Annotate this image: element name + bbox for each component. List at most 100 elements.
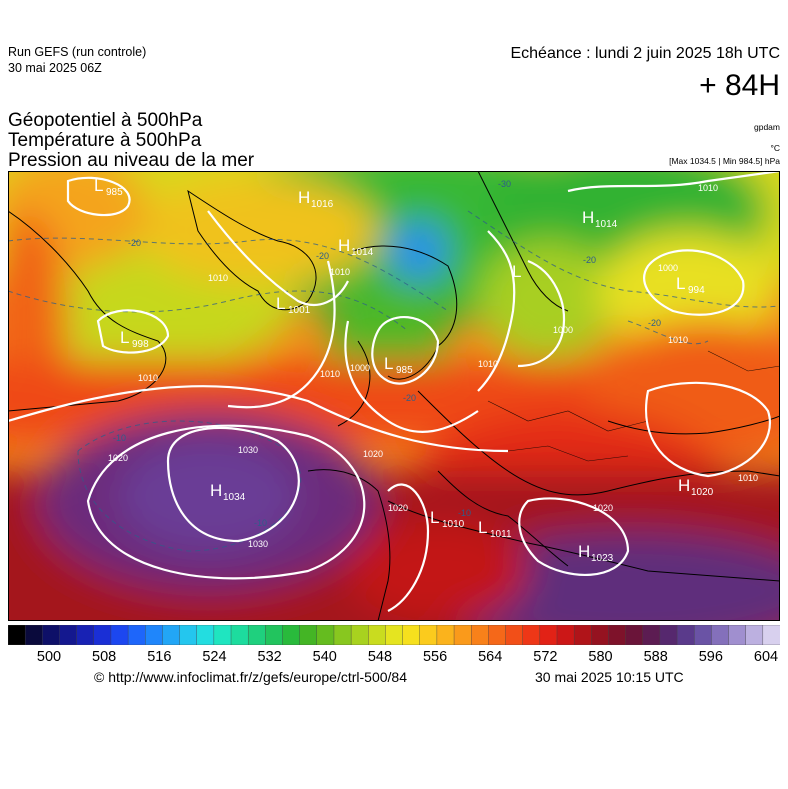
colorbar-swatch — [93, 624, 112, 646]
colorbar-swatch — [453, 624, 472, 646]
temperature-label: -20 — [316, 251, 329, 261]
run-title: Run GEFS (run controle) — [8, 45, 147, 59]
low-pressure-center: L 985 — [94, 176, 123, 198]
colorbar-tick-label: 532 — [257, 649, 282, 665]
colorbar-swatch — [419, 624, 438, 646]
colorbar-swatch — [728, 624, 747, 646]
colorbar-swatch — [591, 624, 610, 646]
svg-text:1010: 1010 — [442, 519, 465, 530]
svg-text:H: H — [582, 208, 594, 227]
low-pressure-center: L 1001 — [276, 294, 311, 316]
colorbar-swatch — [333, 624, 352, 646]
high-pressure-center: H 1034 — [210, 481, 246, 503]
pressure-center-layer: L 985 H 1016 H 1014 L 1001 L 998 L 985 L H 1014… — [94, 176, 714, 564]
low-pressure-center: L — [512, 262, 521, 281]
temperature-label: -20 — [648, 318, 661, 328]
colorbar-swatch — [76, 624, 95, 646]
isobar-label: 1030 — [238, 445, 258, 455]
colorbar-tick-label: 556 — [422, 649, 448, 665]
isobar-label: 1020 — [363, 449, 383, 459]
colorbar-swatch — [488, 624, 507, 646]
svg-text:L: L — [676, 274, 685, 293]
svg-text:L: L — [478, 518, 487, 537]
svg-text:985: 985 — [396, 365, 413, 376]
svg-text:L: L — [430, 508, 439, 527]
svg-text:1001: 1001 — [288, 305, 311, 316]
svg-text:H: H — [678, 476, 690, 495]
low-pressure-center: L 1010 — [430, 508, 465, 530]
svg-text:1014: 1014 — [351, 247, 374, 258]
isobars — [7, 169, 781, 612]
colorbar-swatch — [110, 624, 129, 646]
isobar-label: 1020 — [593, 503, 613, 513]
colorbar-swatch — [694, 624, 712, 646]
colorbar-swatch — [385, 624, 404, 646]
field-temperature: Température à 500hPa — [8, 130, 202, 151]
svg-text:L: L — [384, 354, 393, 373]
colorbar-swatch — [247, 624, 266, 646]
colorbar-swatch — [350, 624, 369, 646]
temperature-label: -10 — [113, 433, 126, 443]
field-geopotential: Géopotentiel à 500hPa — [8, 110, 203, 131]
temperature-label: -20 — [128, 238, 141, 248]
low-pressure-center: L 985 — [384, 354, 413, 376]
isobar-label: 1010 — [138, 373, 158, 383]
low-pressure-center: L 998 — [120, 328, 149, 350]
isobar-label: 1000 — [553, 325, 573, 335]
colorbar-tick-label: 500 — [36, 649, 62, 665]
svg-text:L: L — [94, 176, 103, 195]
svg-text:H: H — [338, 236, 350, 255]
colorbar-swatch — [179, 624, 198, 646]
colorbar-swatch — [213, 624, 232, 646]
colorbar-swatch — [299, 624, 318, 646]
svg-text:H: H — [298, 188, 310, 207]
unit-geopotential: gpdam — [754, 122, 780, 132]
borders — [487, 350, 781, 462]
colorbar-swatch — [659, 624, 678, 646]
colorbar-swatch — [196, 624, 215, 646]
isotherms — [7, 210, 781, 552]
svg-text:H: H — [210, 481, 222, 500]
colorbar-tick-label: 596 — [698, 649, 723, 665]
colorbar-swatch — [762, 624, 781, 646]
svg-text:1034: 1034 — [223, 492, 246, 503]
isobar-label: 1010 — [478, 359, 498, 369]
svg-text:L: L — [276, 294, 285, 313]
isobar-label: 1010 — [330, 267, 350, 277]
isobar-label: 1000 — [658, 263, 678, 273]
colorbar-swatch — [316, 624, 335, 646]
colorbar-swatch — [711, 624, 730, 646]
colorbar-swatch — [282, 624, 301, 646]
colorbar-swatch — [556, 624, 575, 646]
svg-text:L: L — [120, 328, 129, 347]
isobar-label: 1010 — [208, 273, 228, 283]
isobar-label: 1030 — [248, 539, 268, 549]
unit-pressure-range: [Max 1034.5 | Min 984.5] hPa — [669, 156, 780, 166]
colorbar-swatch — [127, 624, 146, 646]
isobar-label-layer: 1010 1010 1000 1010 1020 1020 1030 1030 … — [108, 183, 758, 549]
unit-temperature: °C — [770, 143, 780, 153]
colorbar-swatch — [676, 624, 695, 646]
high-pressure-center: H 1016 — [298, 188, 334, 210]
colorbar-tick-label: 524 — [202, 649, 227, 665]
generation-timestamp: 30 mai 2025 10:15 UTC — [535, 669, 684, 685]
map-canvas: 1010 1010 1000 1010 1020 1020 1030 1030 … — [7, 169, 781, 622]
colorbar-swatch — [59, 624, 78, 646]
lead-time: + 84H — [699, 69, 780, 102]
map-frame — [8, 171, 780, 621]
svg-text:1023: 1023 — [591, 553, 614, 564]
svg-text:H: H — [578, 542, 590, 561]
colorbar-swatch — [522, 624, 541, 646]
colorbar-tick-label: 604 — [753, 649, 779, 665]
isobar-label: 1010 — [738, 473, 758, 483]
svg-text:1020: 1020 — [691, 487, 714, 498]
colorbar-tick-label: 572 — [533, 649, 558, 665]
colorbar-tick-label: 588 — [643, 649, 668, 665]
high-pressure-center: H 1020 — [678, 476, 714, 498]
temperature-label: -30 — [498, 179, 511, 189]
weather-map: 1010 1010 1000 1010 1020 1020 1030 1030 … — [7, 169, 781, 622]
colorbar-swatch — [608, 624, 627, 646]
svg-text:1011: 1011 — [490, 529, 512, 540]
isobar-label: 1020 — [108, 453, 128, 463]
colorbar-swatch — [230, 624, 249, 646]
